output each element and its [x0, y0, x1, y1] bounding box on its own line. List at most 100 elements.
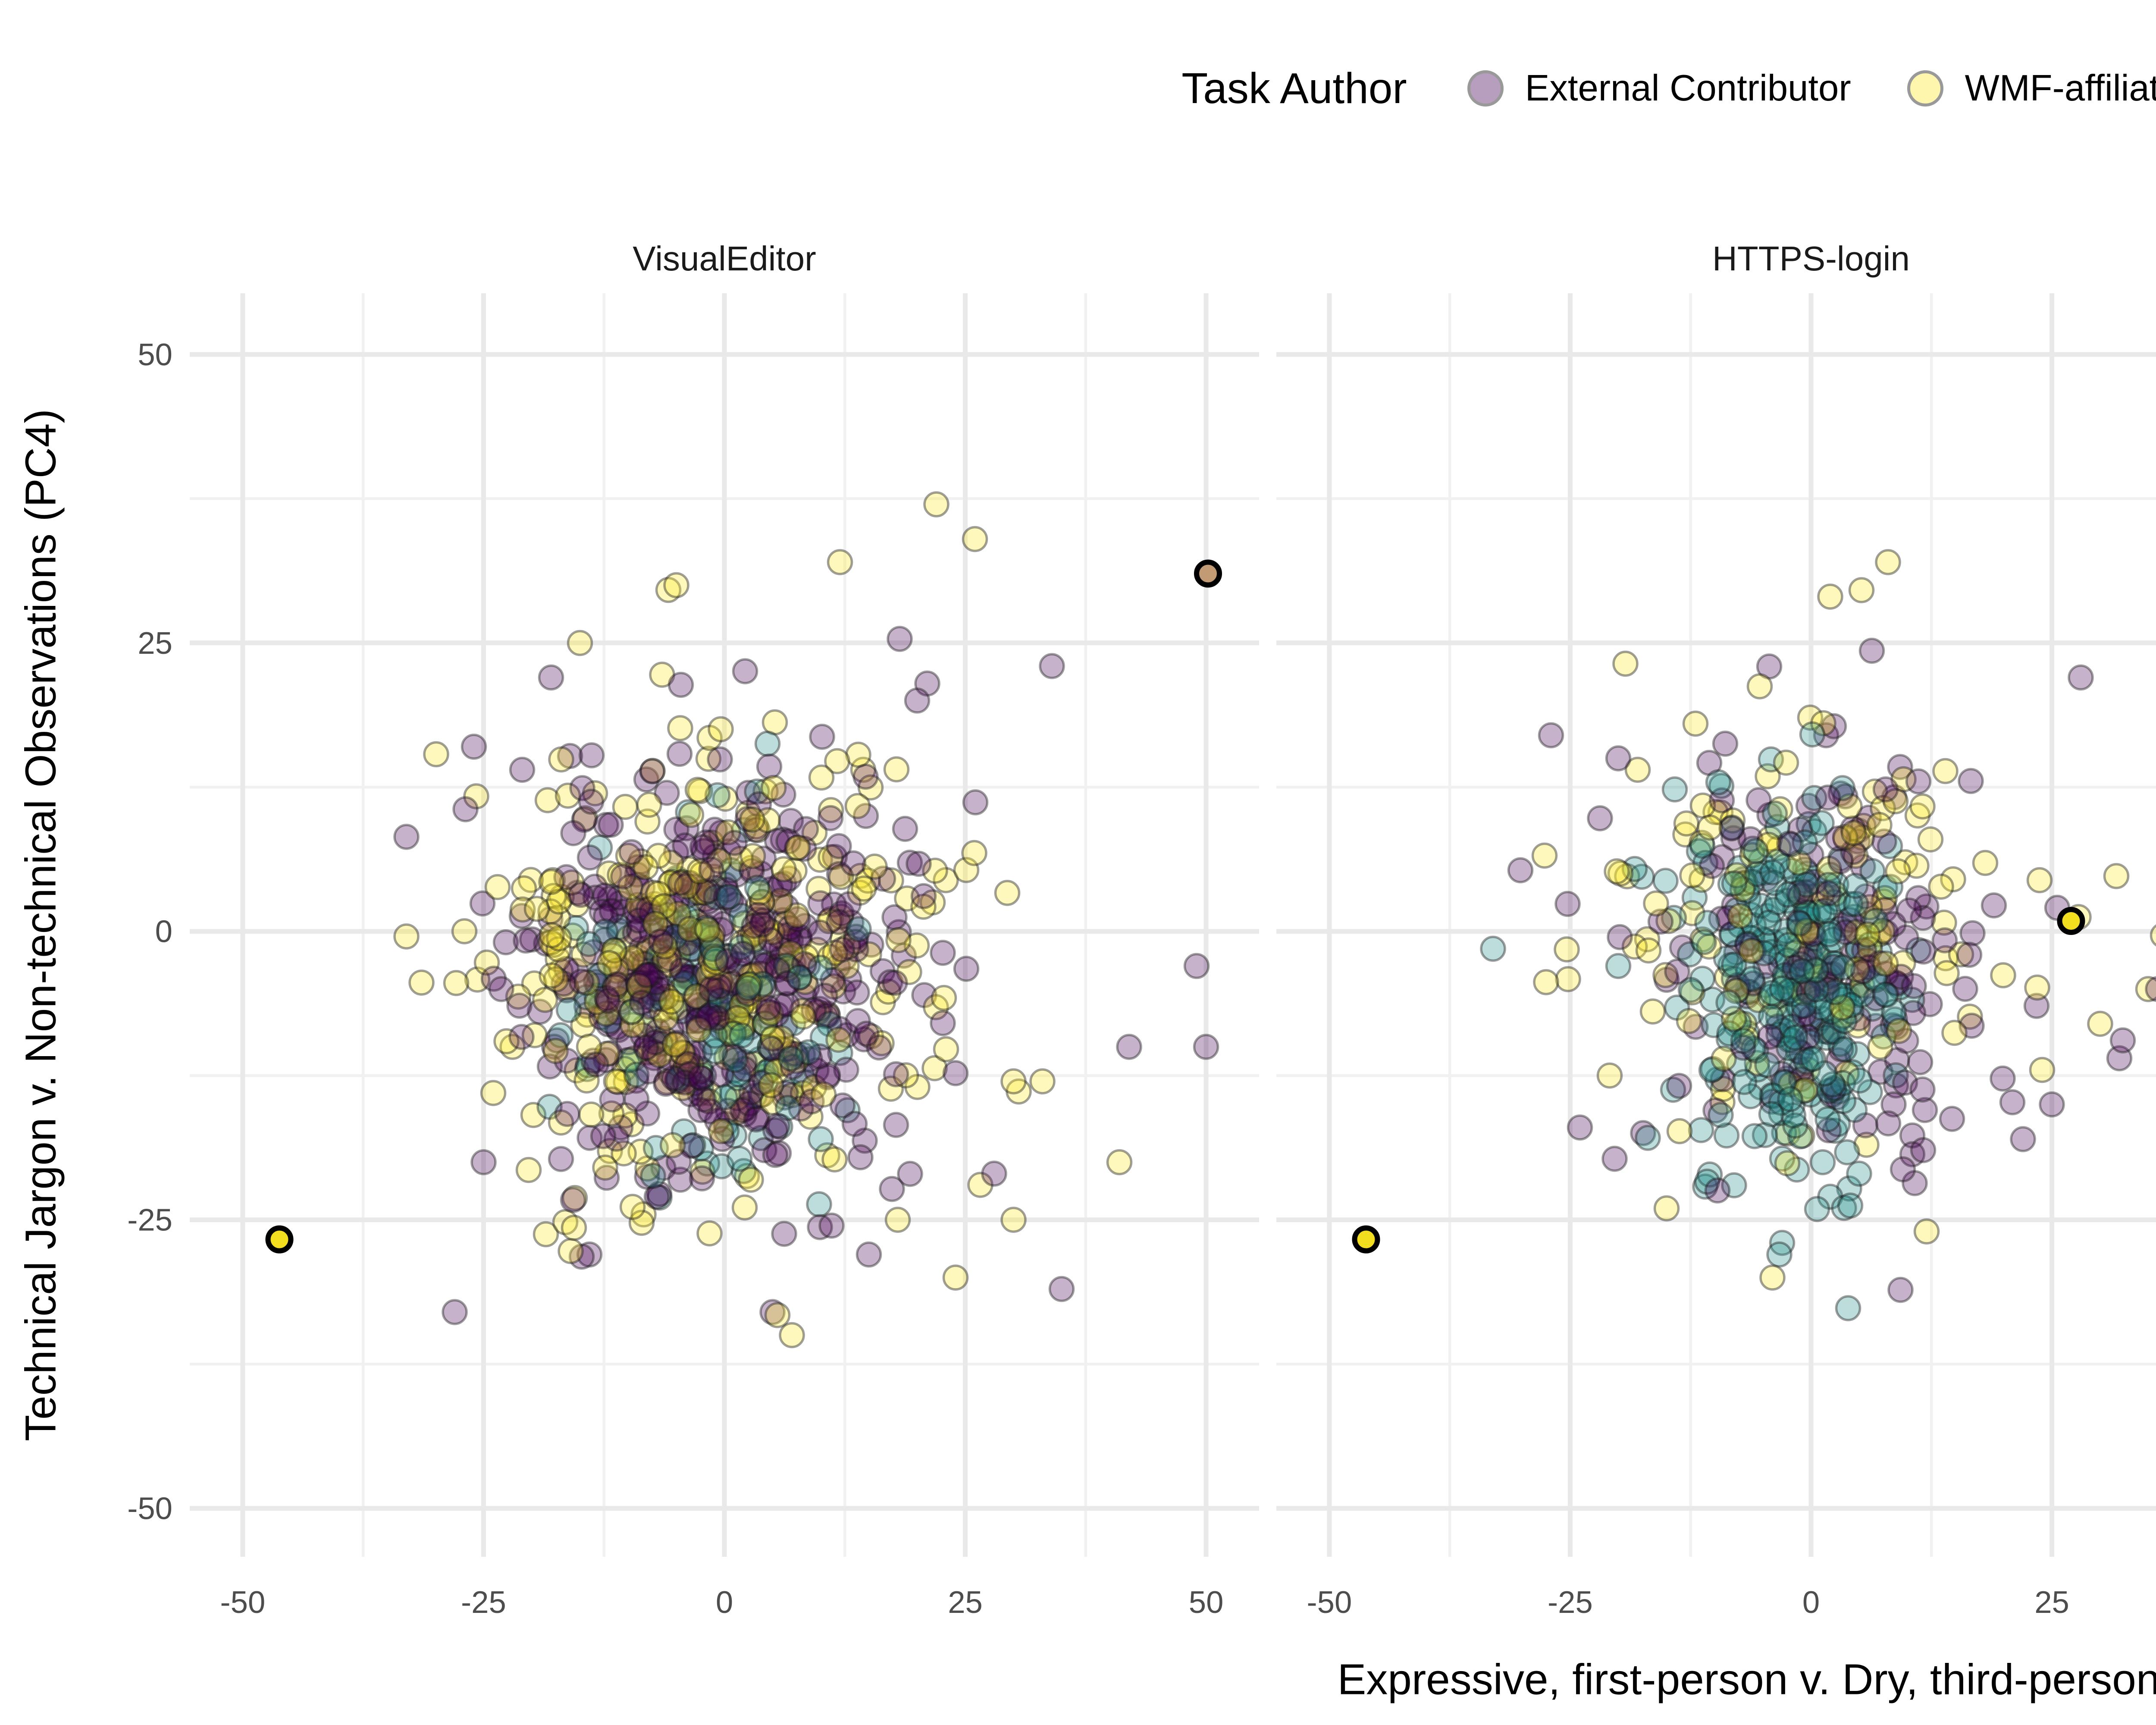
data-point — [1730, 866, 1757, 892]
data-point — [534, 787, 561, 813]
data-point — [662, 932, 688, 959]
data-point — [738, 855, 765, 881]
data-point — [765, 1140, 792, 1167]
data-point — [1696, 1161, 1723, 1188]
data-point — [649, 938, 676, 964]
data-point — [1704, 1177, 1731, 1204]
data-point — [701, 943, 727, 970]
data-point — [573, 984, 599, 1010]
data-point — [774, 970, 801, 997]
data-point — [1848, 577, 1875, 603]
data-point — [726, 1145, 753, 1172]
data-point — [656, 1045, 682, 1071]
data-point — [1899, 987, 1925, 1013]
data-point — [1740, 938, 1767, 964]
data-point — [694, 1150, 721, 1177]
data-point — [779, 1322, 805, 1349]
data-point — [1814, 1018, 1840, 1045]
data-point — [443, 970, 470, 996]
data-point — [1883, 1014, 1910, 1040]
data-point — [724, 1085, 751, 1111]
data-point — [741, 961, 767, 988]
data-point — [1824, 1084, 1850, 1110]
data-point — [1734, 983, 1760, 1010]
data-point — [953, 956, 980, 982]
highlighted-point — [1194, 559, 1222, 588]
data-point — [628, 936, 654, 963]
x-tick-label: -25 — [1548, 1585, 1593, 1620]
data-point — [877, 969, 903, 995]
data-point — [1882, 1006, 1908, 1033]
data-point — [1797, 704, 1824, 731]
data-point — [553, 974, 580, 1001]
data-point — [747, 960, 774, 987]
data-point — [596, 950, 623, 976]
data-point — [1116, 1034, 1142, 1060]
data-point — [1852, 883, 1879, 910]
data-point — [623, 1061, 650, 1088]
data-point — [1771, 1120, 1797, 1146]
data-point — [575, 1052, 601, 1079]
data-point — [730, 1014, 757, 1041]
data-point — [686, 997, 712, 1023]
data-point — [656, 1059, 683, 1085]
data-point — [1758, 1004, 1784, 1030]
data-point — [669, 908, 696, 935]
data-point — [1787, 1057, 1814, 1083]
data-point — [730, 1013, 756, 1040]
data-point — [818, 906, 844, 932]
data-point — [696, 989, 722, 1016]
data-point — [1823, 950, 1849, 977]
data-point — [768, 1025, 795, 1051]
data-point — [743, 1106, 769, 1133]
data-point — [1777, 1086, 1803, 1112]
data-point — [664, 865, 690, 891]
data-point — [1857, 936, 1883, 963]
data-point — [1789, 1078, 1816, 1104]
data-point — [967, 1172, 993, 1198]
data-point — [930, 940, 956, 966]
data-point — [794, 974, 821, 1000]
data-point — [664, 1067, 690, 1094]
data-point — [583, 989, 610, 1015]
data-point — [1822, 1117, 1848, 1144]
facet-title-https-login: HTTPS-login — [1712, 239, 1910, 278]
data-point — [646, 1184, 673, 1211]
data-point — [713, 877, 740, 903]
data-point — [1767, 796, 1793, 822]
data-point — [670, 914, 697, 941]
data-point — [1821, 889, 1848, 916]
data-point — [757, 1035, 783, 1061]
data-point — [755, 998, 782, 1025]
data-point — [1854, 921, 1881, 948]
gridlines — [190, 293, 1259, 1557]
data-point — [851, 875, 877, 902]
data-point — [593, 1164, 620, 1191]
data-point — [690, 838, 717, 864]
data-point — [735, 981, 761, 1007]
data-point — [473, 949, 500, 976]
data-point — [824, 953, 851, 980]
data-point — [677, 1081, 704, 1107]
data-point — [758, 1035, 785, 1062]
data-point — [1745, 987, 1771, 1013]
data-point — [488, 976, 514, 1002]
data-point — [578, 742, 605, 768]
data-point — [1837, 992, 1864, 1018]
data-point — [1931, 927, 1958, 953]
data-point — [883, 1112, 909, 1138]
data-point — [1854, 901, 1880, 927]
data-point — [1742, 838, 1769, 864]
data-point — [1948, 941, 1974, 968]
data-point — [1867, 1034, 1893, 1060]
data-point — [713, 1044, 740, 1071]
data-point — [652, 1030, 679, 1057]
data-point — [1931, 910, 1957, 936]
data-point — [1698, 853, 1725, 879]
data-point — [1655, 908, 1682, 934]
data-point — [1661, 776, 1688, 803]
data-point — [464, 966, 491, 993]
data-point — [1773, 918, 1799, 944]
data-point — [1746, 673, 1773, 699]
data-point — [1768, 944, 1794, 970]
